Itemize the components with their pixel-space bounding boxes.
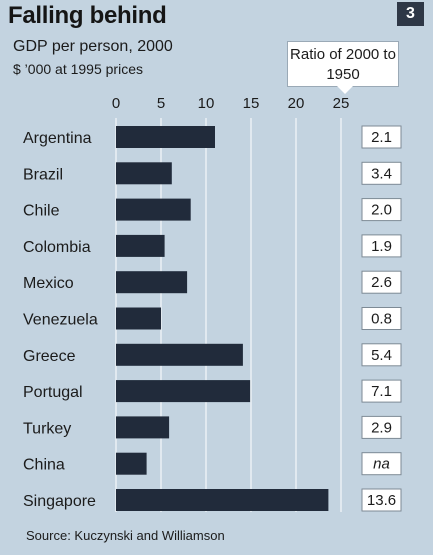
x-tick-label: 20 — [288, 95, 305, 112]
bar — [116, 307, 161, 330]
ratio-box — [361, 161, 402, 185]
ratio-value: 2.0 — [371, 202, 392, 219]
bar — [116, 198, 191, 221]
x-tick-label: 15 — [243, 95, 260, 112]
category-label: Colombia — [23, 239, 91, 256]
bar — [116, 343, 243, 366]
source-note: Source: Kuczynski and Williamson — [26, 528, 225, 543]
category-label: Chile — [23, 203, 60, 220]
x-tick-label: 5 — [157, 95, 165, 112]
ratio-box — [361, 270, 402, 294]
bar — [116, 416, 170, 439]
ratio-box — [361, 488, 402, 512]
x-tick-label: 25 — [333, 95, 350, 112]
ratio-value: 2.9 — [371, 419, 392, 436]
ratio-value: 2.1 — [371, 129, 392, 146]
bar — [116, 489, 329, 511]
ratio-box — [361, 415, 402, 439]
category-label: China — [23, 457, 65, 474]
ratio-box — [361, 379, 402, 403]
bar — [116, 162, 172, 185]
bar — [116, 126, 215, 148]
chart-number-badge: 3 — [397, 2, 424, 26]
category-label: Argentina — [23, 130, 92, 147]
chart-title: Falling behind — [8, 2, 167, 29]
ratio-value: 3.4 — [371, 165, 392, 182]
bar — [116, 234, 165, 257]
category-label: Singapore — [23, 493, 96, 510]
x-tick-label: 10 — [198, 95, 215, 112]
ratio-value: na — [373, 456, 390, 473]
ratio-header-pointer — [337, 86, 353, 94]
ratio-value: 7.1 — [371, 383, 392, 400]
ratio-box — [361, 307, 402, 330]
category-label: Venezuela — [23, 312, 98, 329]
category-label: Mexico — [23, 275, 74, 292]
ratio-box — [361, 452, 402, 476]
category-label: Brazil — [23, 166, 63, 183]
ratio-header-label: Ratio of 2000 to 1950 — [290, 46, 396, 83]
chart-subtitle: GDP per person, 2000 — [13, 38, 173, 55]
ratio-value: 13.6 — [367, 492, 396, 509]
category-label: Portugal — [23, 384, 83, 401]
bar — [116, 380, 251, 403]
ratio-value: 1.9 — [371, 238, 392, 255]
ratio-box — [361, 125, 402, 149]
ratio-box — [361, 343, 402, 367]
ratio-value: 0.8 — [371, 311, 392, 328]
bar — [116, 452, 147, 475]
ratio-box — [361, 198, 402, 222]
category-label: Greece — [23, 348, 76, 365]
chart-units: $ ’000 at 1995 prices — [13, 61, 143, 77]
category-label: Turkey — [23, 420, 71, 437]
ratio-value: 2.6 — [371, 274, 392, 291]
bar — [116, 271, 188, 294]
ratio-value: 5.4 — [371, 347, 392, 364]
ratio-box — [361, 234, 402, 258]
x-tick-label: 0 — [112, 95, 120, 112]
